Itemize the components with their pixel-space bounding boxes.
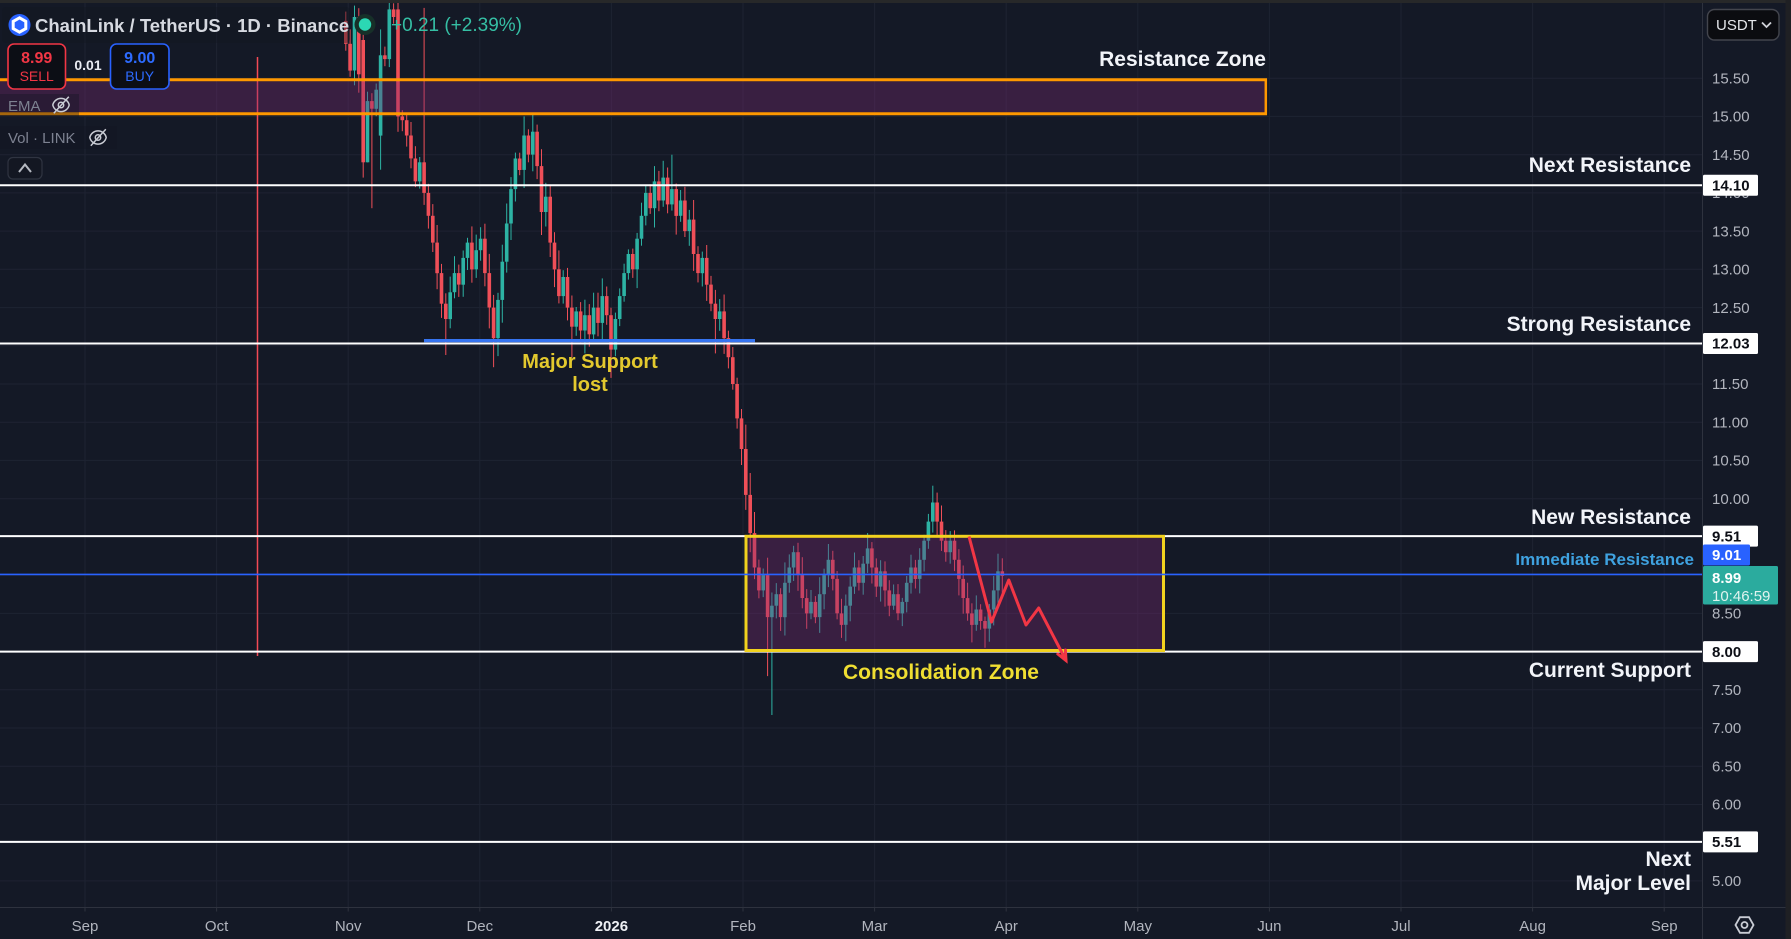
svg-text:Nov: Nov xyxy=(335,918,362,935)
svg-text:14.10: 14.10 xyxy=(1712,178,1750,195)
svg-text:Immediate Resistance: Immediate Resistance xyxy=(1515,550,1694,569)
svg-text:9.00: 9.00 xyxy=(124,50,155,67)
svg-text:11.00: 11.00 xyxy=(1712,414,1748,431)
svg-text:Dec: Dec xyxy=(466,918,493,935)
svg-text:13.50: 13.50 xyxy=(1712,223,1750,240)
svg-text:2026: 2026 xyxy=(595,918,628,935)
svg-text:10:46:59: 10:46:59 xyxy=(1712,588,1770,605)
svg-text:Aug: Aug xyxy=(1519,918,1546,935)
svg-text:Jul: Jul xyxy=(1391,918,1410,935)
svg-text:10.00: 10.00 xyxy=(1712,491,1750,508)
svg-text:8.00: 8.00 xyxy=(1712,644,1741,661)
svg-text:9.01: 9.01 xyxy=(1712,547,1741,564)
svg-text:EMA: EMA xyxy=(8,98,41,115)
svg-text:8.99: 8.99 xyxy=(21,50,52,67)
svg-text:Consolidation Zone: Consolidation Zone xyxy=(843,661,1039,684)
svg-text:5.51: 5.51 xyxy=(1712,834,1741,851)
svg-text:6.50: 6.50 xyxy=(1712,759,1741,776)
svg-text:15.50: 15.50 xyxy=(1712,70,1750,87)
svg-text:Next: Next xyxy=(1645,848,1691,871)
svg-text:6.00: 6.00 xyxy=(1712,797,1741,814)
svg-text:+0.21 (+2.39%): +0.21 (+2.39%) xyxy=(391,15,522,36)
svg-text:ChainLink / TetherUS · 1D · Bi: ChainLink / TetherUS · 1D · Binance xyxy=(35,15,349,36)
svg-text:5.00: 5.00 xyxy=(1712,873,1741,890)
svg-text:Mar: Mar xyxy=(862,918,888,935)
svg-text:Sep: Sep xyxy=(1651,918,1678,935)
svg-text:Strong Resistance: Strong Resistance xyxy=(1507,313,1691,336)
svg-text:Oct: Oct xyxy=(205,918,229,935)
svg-text:9.51: 9.51 xyxy=(1712,528,1741,545)
svg-text:Feb: Feb xyxy=(730,918,756,935)
svg-text:May: May xyxy=(1124,918,1153,935)
svg-text:12.03: 12.03 xyxy=(1712,336,1750,353)
svg-text:14.50: 14.50 xyxy=(1712,147,1750,164)
svg-text:Next Resistance: Next Resistance xyxy=(1529,154,1691,177)
svg-text:7.50: 7.50 xyxy=(1712,682,1741,699)
svg-text:Major Level: Major Level xyxy=(1575,872,1691,895)
svg-text:Sep: Sep xyxy=(72,918,99,935)
svg-text:Vol · LINK: Vol · LINK xyxy=(8,130,76,147)
svg-text:13.00: 13.00 xyxy=(1712,262,1750,279)
svg-text:10.50: 10.50 xyxy=(1712,453,1750,470)
svg-text:11.50: 11.50 xyxy=(1712,376,1748,393)
svg-text:USDT: USDT xyxy=(1716,17,1757,34)
svg-text:15.00: 15.00 xyxy=(1712,109,1750,126)
svg-text:7.00: 7.00 xyxy=(1712,720,1741,737)
svg-text:Apr: Apr xyxy=(995,918,1018,935)
svg-text:Jun: Jun xyxy=(1257,918,1281,935)
svg-text:0.01: 0.01 xyxy=(74,57,101,73)
svg-text:8.50: 8.50 xyxy=(1712,606,1741,623)
svg-text:SELL: SELL xyxy=(20,68,54,84)
svg-text:12.50: 12.50 xyxy=(1712,300,1750,317)
svg-text:BUY: BUY xyxy=(125,68,154,84)
svg-text:New Resistance: New Resistance xyxy=(1531,506,1691,529)
svg-text:8.99: 8.99 xyxy=(1712,570,1741,587)
svg-text:Major Support: Major Support xyxy=(522,351,658,373)
svg-text:Current Support: Current Support xyxy=(1529,659,1691,682)
svg-text:Resistance Zone: Resistance Zone xyxy=(1099,48,1266,71)
svg-text:lost: lost xyxy=(572,374,608,396)
